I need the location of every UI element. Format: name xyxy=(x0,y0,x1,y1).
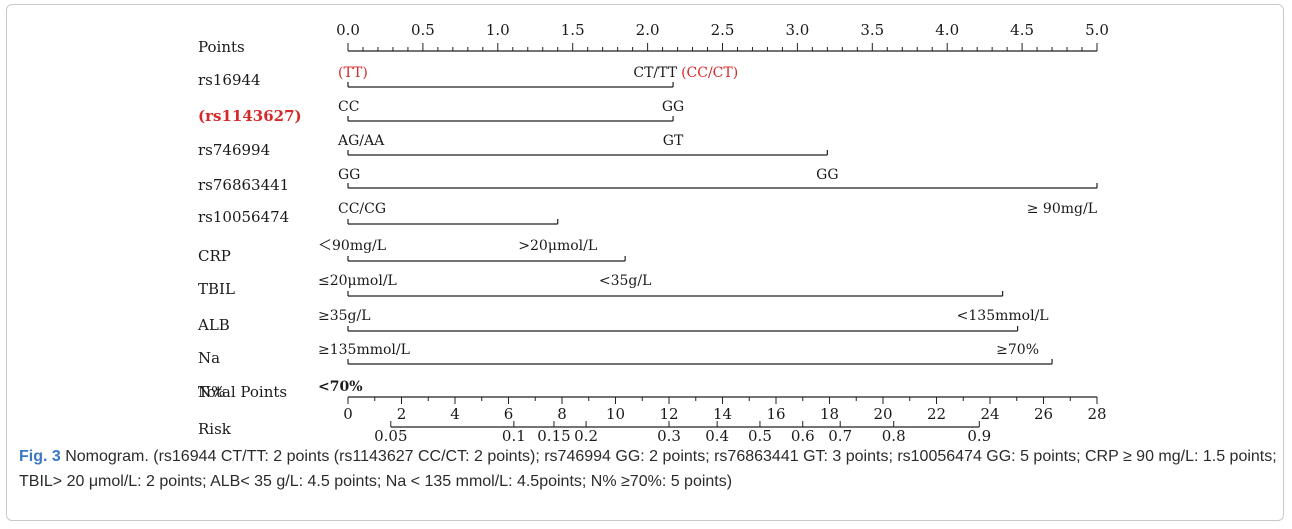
points-tick-label: 1.5 xyxy=(561,21,585,39)
nomogram-chart: Points 0.0 0.5 1.0 1.5 2.0 2.5 3.0 3.5 4.0 4.5 5.0 r… xyxy=(197,21,1109,441)
total-points-tick-label: 2 xyxy=(397,405,407,423)
variable-label: CRP xyxy=(198,247,231,265)
points-tick-label: 3.5 xyxy=(860,21,884,39)
category-start-label: (TT) xyxy=(338,65,368,81)
risk-tick-label: 0.15 xyxy=(537,427,570,441)
risk-tick-label: 0.8 xyxy=(882,427,906,441)
category-start-label: GG xyxy=(338,167,360,183)
risk-tick-label: 0.9 xyxy=(967,427,991,441)
variable-label: (rs1143627) xyxy=(198,107,302,125)
category-start-label: ≤20μmol/L xyxy=(318,273,397,289)
total-points-tick-label: 24 xyxy=(980,405,999,423)
category-end-label: >20μmol/L xyxy=(518,238,597,254)
category-end-label: <135mmol/L xyxy=(957,308,1049,324)
variable-label: rs16944 xyxy=(198,71,261,89)
category-start-label: AG/AA xyxy=(337,133,385,149)
points-tick-label: 0.5 xyxy=(411,21,435,39)
caption-text: Nomogram. (rs16944 CT/TT: 2 points (rs11… xyxy=(19,448,1277,490)
variable-label: ALB xyxy=(197,316,230,334)
variable-label: rs746994 xyxy=(198,141,270,159)
category-end-label: ≥70% xyxy=(996,342,1039,358)
category-end-label: GG xyxy=(816,167,838,183)
total-points-tick-label: 12 xyxy=(659,405,678,423)
category-end-label: GT xyxy=(663,133,684,149)
total-points-tick-label: 0 xyxy=(343,405,353,423)
variable-label: rs76863441 xyxy=(198,176,289,194)
total-points-axis-label: Total Points xyxy=(198,383,287,401)
points-tick-label: 1.0 xyxy=(486,21,510,39)
points-axis-label: Points xyxy=(198,38,245,56)
total-points-tick-label: 10 xyxy=(606,405,625,423)
total-points-tick-label: 14 xyxy=(713,405,732,423)
variable-label: N% xyxy=(198,383,225,401)
total-points-tick-label: 28 xyxy=(1087,405,1106,423)
category-start-label: ≥135mmol/L xyxy=(318,342,410,358)
category-start-label: CC/CG xyxy=(338,201,386,217)
category-start-label: ≥35g/L xyxy=(318,308,371,324)
figure-frame: Points 0.0 0.5 1.0 1.5 2.0 2.5 3.0 3.5 4.0 4.5 5.0 r… xyxy=(6,4,1284,521)
points-tick-label: 4.5 xyxy=(1010,21,1034,39)
variable-label: TBIL xyxy=(198,280,235,298)
total-points-tick-label: 16 xyxy=(766,405,785,423)
risk-tick-label: 0.5 xyxy=(748,427,772,441)
total-points-tick-label: 4 xyxy=(450,405,460,423)
points-tick-label: 0.0 xyxy=(336,21,360,39)
total-points-tick-label: 8 xyxy=(557,405,567,423)
category-end-label-red: (CC/CT) xyxy=(681,65,738,81)
points-tick-label: 4.0 xyxy=(935,21,959,39)
figure-caption: Fig. 3 Nomogram. (rs16944 CT/TT: 2 point… xyxy=(19,445,1281,494)
points-tick-label: 2.5 xyxy=(711,21,735,39)
category-end-label-part: CT/TT xyxy=(633,65,677,81)
category-end-label: CT/TT xyxy=(633,65,677,81)
total-points-tick-label: 26 xyxy=(1034,405,1053,423)
category-end-label: GG xyxy=(662,99,684,115)
risk-tick-label: 0.2 xyxy=(574,427,598,441)
risk-tick-label: 0.3 xyxy=(657,427,681,441)
points-tick-label: 3.0 xyxy=(785,21,809,39)
total-points-tick-label: 20 xyxy=(873,405,892,423)
variable-label: Na xyxy=(198,349,220,367)
risk-tick-label: 0.1 xyxy=(502,427,526,441)
points-tick-label: 5.0 xyxy=(1085,21,1109,39)
risk-axis-label: Risk xyxy=(198,420,232,438)
variable-label: rs10056474 xyxy=(198,208,289,226)
category-start-label: <70% xyxy=(318,379,363,395)
risk-tick-label: 0.05 xyxy=(374,427,407,441)
figure-label: Fig. 3 xyxy=(19,448,61,465)
category-start-label: ＜90mg/L xyxy=(318,238,386,254)
category-end-label: <35g/L xyxy=(599,273,652,289)
category-start-label: CC xyxy=(338,99,359,115)
points-tick-label: 2.0 xyxy=(636,21,660,39)
total-points-tick-label: 18 xyxy=(820,405,839,423)
total-points-tick-label: 6 xyxy=(504,405,514,423)
risk-tick-label: 0.4 xyxy=(705,427,729,441)
risk-tick-label: 0.6 xyxy=(791,427,815,441)
category-end-label: ≥ 90mg/L xyxy=(1027,201,1097,217)
risk-tick-label: 0.7 xyxy=(828,427,852,441)
total-points-tick-label: 22 xyxy=(927,405,946,423)
